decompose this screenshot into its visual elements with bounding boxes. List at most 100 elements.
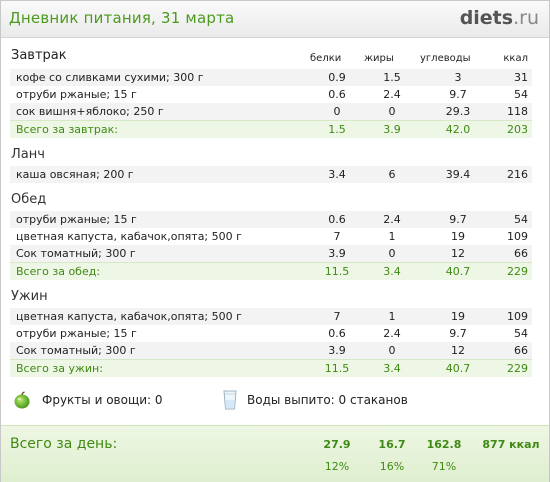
- site-logo[interactable]: diets.ru: [460, 7, 539, 29]
- kcal-value: 54: [514, 327, 528, 340]
- fats-value: 1.5: [383, 71, 401, 84]
- food-name: кофе со сливками сухими; 300 г: [16, 71, 204, 84]
- proteins-value: 0.6: [328, 213, 346, 226]
- meal-total-breakfast: Всего за завтрак: 1.5 3.9 42.0 203: [10, 120, 532, 138]
- proteins-value: 0.9: [328, 71, 346, 84]
- carbs-value: 9.7: [449, 213, 467, 226]
- proteins-value: 3.4: [328, 168, 346, 181]
- table-row: Сок томатный; 300 г 3.9 0 12 66: [10, 245, 532, 262]
- kcal-value: 109: [507, 230, 528, 243]
- kcal-value: 31: [514, 71, 528, 84]
- day-proteins: 27.9: [323, 438, 351, 451]
- food-name: отруби ржаные; 15 г: [16, 213, 137, 226]
- table-row: отруби ржаные; 15 г 0.6 2.4 9.7 54: [10, 325, 532, 342]
- proteins-value: 7: [333, 230, 341, 243]
- total-label: Всего за обед:: [16, 265, 101, 278]
- fats-value: 0: [388, 247, 396, 260]
- carbs-value: 12: [451, 344, 465, 357]
- fats-value: 2.4: [383, 88, 401, 101]
- page-title: Дневник питания, 31 марта: [9, 9, 235, 27]
- food-name: сок вишня+яблоко; 250 г: [16, 105, 164, 118]
- food-name: цветная капуста, кабачок,опята; 500 г: [16, 230, 242, 243]
- meal-title-lunch: Ланч: [11, 147, 45, 162]
- fats-value: 0: [388, 344, 396, 357]
- logo-tld: .ru: [513, 7, 539, 29]
- day-summary: Всего за день: 27.9 16.7 162.8 877 ккал …: [1, 425, 549, 482]
- total-fats: 3.9: [383, 123, 401, 136]
- fats-value: 6: [388, 168, 396, 181]
- logo-main: diets: [459, 7, 514, 29]
- kcal-value: 66: [514, 247, 528, 260]
- table-row: Сок томатный; 300 г 3.9 0 12 66: [10, 342, 532, 359]
- total-label: Всего за завтрак:: [16, 123, 119, 136]
- food-name: Сок томатный; 300 г: [16, 247, 136, 260]
- food-name: каша овсяная; 200 г: [16, 168, 134, 181]
- carbs-value: 19: [451, 230, 465, 243]
- diary-table: Завтрак белки жиры углеводы ккал кофе со…: [10, 47, 532, 377]
- total-label: Всего за ужин:: [16, 362, 103, 375]
- table-row: цветная капуста, кабачок,опята; 500 г 7 …: [10, 308, 532, 325]
- total-fats: 3.4: [383, 265, 401, 278]
- kcal-value: 216: [507, 168, 528, 181]
- total-kcal: 229: [507, 362, 528, 375]
- total-carbs: 42.0: [445, 123, 471, 136]
- apple-icon: [14, 391, 30, 409]
- kcal-value: 54: [514, 213, 528, 226]
- fats-value: 2.4: [383, 213, 401, 226]
- proteins-value: 3.9: [328, 247, 346, 260]
- col-carbs: углеводы: [420, 53, 471, 64]
- water-counter: Воды выпито: 0 стаканов: [247, 393, 408, 407]
- kcal-value: 66: [514, 344, 528, 357]
- meal-title-breakfast: Завтрак: [11, 48, 67, 63]
- table-row: каша овсяная; 200 г 3.4 6 39.4 216: [10, 166, 532, 183]
- proteins-value: 3.9: [328, 344, 346, 357]
- kcal-value: 109: [507, 310, 528, 323]
- day-fats: 16.7: [378, 438, 406, 451]
- fats-value: 0: [388, 105, 396, 118]
- day-kcal: 877 ккал: [482, 438, 540, 451]
- table-row: кофе со сливками сухими; 300 г 0.9 1.5 3…: [10, 69, 532, 86]
- kcal-value: 54: [514, 88, 528, 101]
- meal-title-uzhin: Ужин: [11, 289, 48, 304]
- food-name: цветная капуста, кабачок,опята; 500 г: [16, 310, 242, 323]
- total-proteins: 11.5: [324, 265, 350, 278]
- proteins-value: 0: [333, 105, 341, 118]
- table-row: сок вишня+яблоко; 250 г 0 0 29.3 118: [10, 103, 532, 120]
- food-name: отруби ржаные; 15 г: [16, 88, 137, 101]
- fats-value: 1: [388, 230, 396, 243]
- day-fats-pct: 16%: [379, 460, 405, 473]
- food-name: Сок томатный; 300 г: [16, 344, 136, 357]
- total-kcal: 229: [507, 265, 528, 278]
- food-name: отруби ржаные; 15 г: [16, 327, 137, 340]
- carbs-value: 29.3: [445, 105, 471, 118]
- table-row: отруби ржаные; 15 г 0.6 2.4 9.7 54: [10, 86, 532, 103]
- table-row: отруби ржаные; 15 г 0.6 2.4 9.7 54: [10, 211, 532, 228]
- meal-total-obed: Всего за обед: 11.5 3.4 40.7 229: [10, 262, 532, 280]
- total-carbs: 40.7: [445, 362, 471, 375]
- day-carbs: 162.8: [426, 438, 462, 451]
- total-proteins: 11.5: [324, 362, 350, 375]
- carbs-value: 3: [454, 71, 462, 84]
- col-fats: жиры: [364, 53, 394, 64]
- fats-value: 1: [388, 310, 396, 323]
- col-kcal: ккал: [503, 53, 528, 64]
- proteins-value: 0.6: [328, 88, 346, 101]
- meal-total-uzhin: Всего за ужин: 11.5 3.4 40.7 229: [10, 359, 532, 377]
- header: Дневник питания, 31 марта diets.ru: [1, 1, 549, 38]
- column-headers: Завтрак белки жиры углеводы ккал: [10, 47, 532, 69]
- carbs-value: 9.7: [449, 327, 467, 340]
- day-proteins-pct: 12%: [324, 460, 350, 473]
- carbs-value: 19: [451, 310, 465, 323]
- proteins-value: 7: [333, 310, 341, 323]
- kcal-value: 118: [507, 105, 528, 118]
- fats-value: 2.4: [383, 327, 401, 340]
- glass-icon: [223, 390, 237, 410]
- total-kcal: 203: [507, 123, 528, 136]
- col-proteins: белки: [310, 53, 342, 64]
- total-fats: 3.4: [383, 362, 401, 375]
- meal-title-obed: Обед: [11, 192, 47, 207]
- day-carbs-pct: 71%: [431, 460, 457, 473]
- proteins-value: 0.6: [328, 327, 346, 340]
- table-row: цветная капуста, кабачок,опята; 500 г 7 …: [10, 228, 532, 245]
